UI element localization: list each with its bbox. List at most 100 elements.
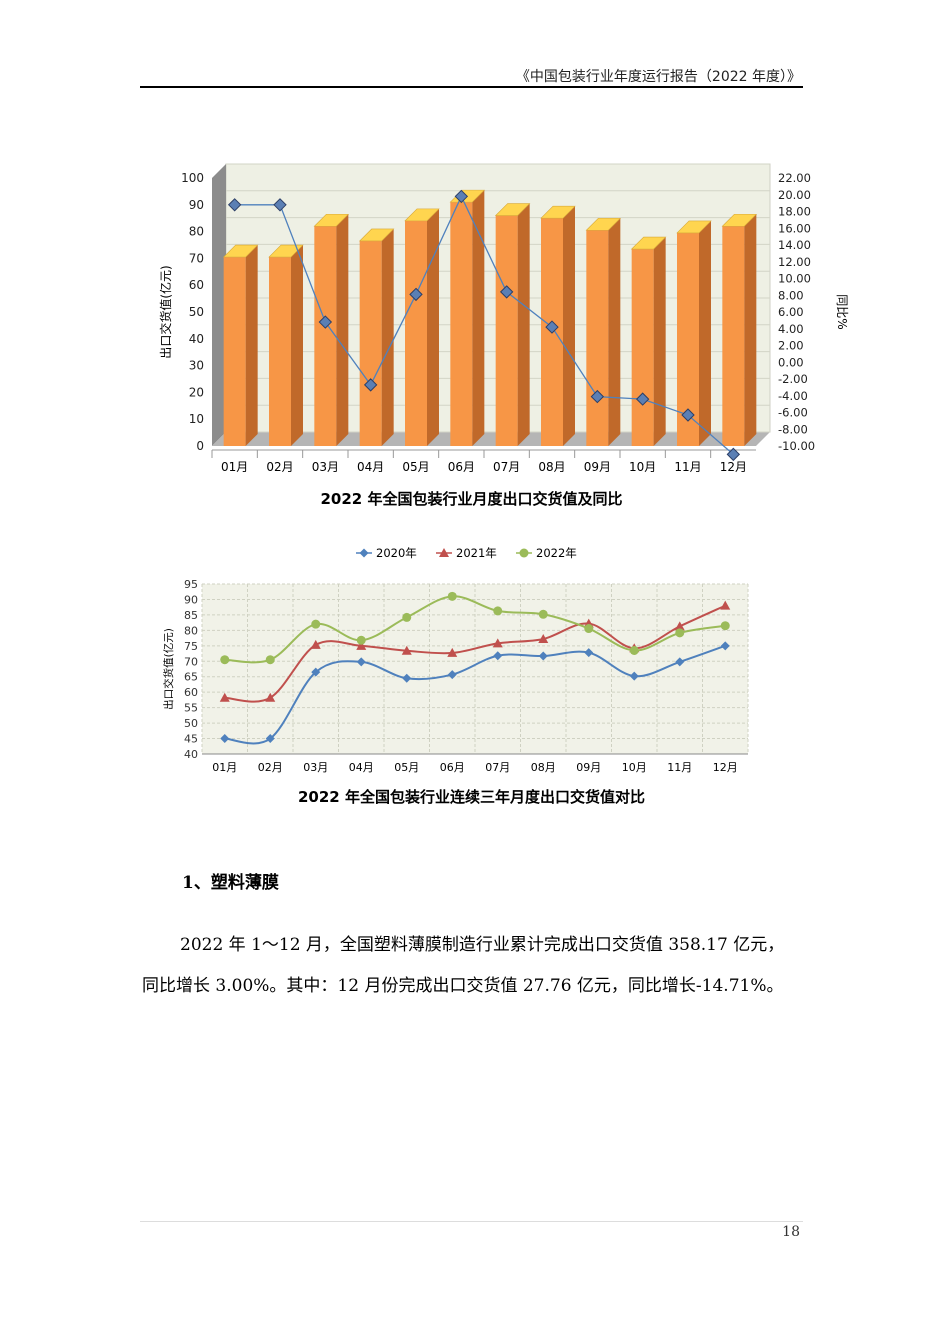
chart1-floor bbox=[212, 432, 770, 446]
chart2-series-point bbox=[310, 639, 321, 649]
chart1-title: 2022 年全国包装行业月度出口交货值及同比 bbox=[320, 490, 623, 508]
chart2-x-tick-label: 11月 bbox=[667, 761, 692, 774]
chart2-series-point bbox=[220, 655, 230, 665]
chart1-bar-top bbox=[358, 228, 395, 242]
chart1-y2-tick-label: 4.00 bbox=[778, 322, 804, 336]
chart2-y-tick-label: 85 bbox=[184, 609, 198, 622]
chart1-y-tick-label: 70 bbox=[189, 251, 204, 265]
chart2-series-point bbox=[675, 628, 685, 638]
chart1-y-tick-label: 60 bbox=[189, 278, 204, 292]
chart1-bar-front bbox=[586, 230, 609, 446]
chart2-y-tick-label: 80 bbox=[184, 624, 198, 637]
chart1-yoy-point bbox=[726, 447, 741, 462]
chart1-bar-top bbox=[630, 236, 667, 250]
chart2-legend-marker bbox=[519, 548, 529, 558]
chart1-bar bbox=[268, 244, 304, 446]
chart1-y2-tick-label: 18.00 bbox=[778, 205, 811, 219]
chart1-yoy-point bbox=[681, 408, 695, 422]
chart1-yoy-point bbox=[363, 378, 378, 392]
chart1-bar bbox=[449, 189, 486, 446]
chart1-bar-side bbox=[563, 206, 575, 446]
chart1-bar-side bbox=[653, 237, 666, 446]
chart1-y2-tick-label: 14.00 bbox=[778, 238, 811, 252]
chart2-series-point bbox=[402, 673, 412, 683]
chart1-bar-side bbox=[472, 190, 485, 446]
chart2-series-point bbox=[720, 641, 730, 651]
chart1-y-tick-label: 0 bbox=[196, 439, 204, 453]
three-year-comparison-line-chart: 40 45 50 55 60 65 70 75 80 85 90 95 01月 02月 03月 04月 05月 0… bbox=[162, 546, 749, 774]
chart2-legend-item: 2021年 bbox=[436, 546, 497, 560]
chart1-y2-tick-label: -8.00 bbox=[778, 422, 808, 436]
chart1-x-tick-label: 07月 bbox=[493, 460, 520, 474]
chart2-legend-item: 2020年 bbox=[356, 546, 417, 560]
chart1-bar-top bbox=[313, 213, 350, 227]
chart1-bar-top bbox=[585, 217, 622, 231]
chart2-series-point bbox=[265, 655, 275, 665]
chart1-bar-top bbox=[540, 205, 576, 219]
chart2-series-point bbox=[538, 634, 549, 644]
chart2-series-point bbox=[356, 635, 366, 645]
chart1-y-tick-label: 20 bbox=[189, 385, 204, 399]
chart1-x-tick-label: 10月 bbox=[629, 460, 656, 474]
chart2-y-tick-label: 50 bbox=[184, 717, 198, 730]
chart1-y2-tick-label: 20.00 bbox=[778, 188, 811, 202]
chart1-y2-tick-label: 12.00 bbox=[778, 255, 811, 269]
chart1-bar-front bbox=[631, 249, 654, 446]
page-header-title: 《中国包装行业年度运行报告（2022 年度）》 bbox=[515, 69, 801, 85]
chart1-x-tick-label: 05月 bbox=[402, 460, 429, 474]
chart2-x-tick-label: 08月 bbox=[531, 761, 556, 774]
chart1-y2-tick-label: -10.00 bbox=[778, 439, 815, 453]
chart1-y2-tick-label: -6.00 bbox=[778, 406, 808, 420]
monthly-export-bar-chart: 0 10 20 30 40 50 60 70 80 90 100 22.00 20.00 18.00 16.… bbox=[158, 163, 849, 474]
chart2-legend-marker bbox=[359, 548, 369, 558]
chart1-bar-front bbox=[722, 226, 745, 446]
chart1-bar-side bbox=[699, 220, 711, 446]
page-number: 18 bbox=[782, 1224, 800, 1240]
chart2-series-point bbox=[311, 667, 321, 677]
chart2-y-tick-label: 75 bbox=[184, 640, 198, 653]
chart1-bar-top bbox=[222, 244, 259, 258]
chart2-series-point bbox=[492, 638, 503, 648]
chart2-legend-label: 2022年 bbox=[536, 546, 577, 560]
chart1-yoy-point bbox=[227, 198, 242, 212]
chart2-series-point bbox=[447, 670, 457, 680]
chart1-bar bbox=[222, 244, 259, 446]
chart1-x-tick-label: 03月 bbox=[312, 460, 339, 474]
chart1-bar-front bbox=[677, 232, 699, 446]
chart2-series-point bbox=[720, 600, 731, 610]
chart1-bar-side bbox=[291, 245, 303, 446]
chart1-y-tick-label: 50 bbox=[189, 305, 204, 319]
section-heading: 1、塑料薄膜 bbox=[182, 873, 279, 893]
paragraph-line-2: 同比增长 3.00%。其中：12 月份完成出口交货值 27.76 亿元，同比增长… bbox=[142, 976, 784, 996]
chart2-series-point bbox=[356, 640, 367, 650]
chart2-x-tick-label: 05月 bbox=[394, 761, 419, 774]
chart2-x-tick-label: 10月 bbox=[622, 761, 647, 774]
chart2-series-point bbox=[311, 619, 321, 629]
chart1-yoy-point bbox=[545, 320, 559, 334]
chart2-series-point bbox=[720, 621, 730, 631]
chart1-bar bbox=[721, 213, 758, 446]
chart1-x-tick-label: 09月 bbox=[584, 460, 611, 474]
chart1-bar-side bbox=[517, 203, 530, 446]
chart2-legend-marker bbox=[439, 548, 449, 557]
chart1-yoy-point bbox=[635, 392, 650, 406]
chart1-bar-top bbox=[721, 213, 758, 227]
chart1-yoy-point bbox=[499, 285, 514, 299]
chart1-bar bbox=[630, 236, 667, 446]
chart1-bar-front bbox=[405, 220, 427, 446]
chart1-bar-front bbox=[359, 240, 382, 446]
chart1-y2-tick-label: 22.00 bbox=[778, 171, 811, 185]
chart1-left-wall bbox=[212, 164, 226, 446]
chart2-series-point bbox=[629, 645, 639, 655]
paragraph-line-1: 2022 年 1～12 月，全国塑料薄膜制造行业累计完成出口交货值 358.17… bbox=[180, 935, 785, 955]
chart1-y2-tick-label: 6.00 bbox=[778, 305, 804, 319]
chart1-bar bbox=[540, 205, 576, 446]
chart1-bar-front bbox=[450, 202, 473, 446]
chart1-y-axis-label: 出口交货值(亿元) bbox=[158, 265, 173, 358]
chart1-yoy-point bbox=[273, 198, 287, 212]
chart2-series-point bbox=[447, 647, 458, 657]
chart1-x-tick-label: 06月 bbox=[448, 460, 475, 474]
chart1-y-tick-label: 100 bbox=[181, 171, 204, 185]
chart1-bar-front bbox=[314, 226, 337, 446]
chart1-y2-tick-label: 0.00 bbox=[778, 355, 804, 369]
